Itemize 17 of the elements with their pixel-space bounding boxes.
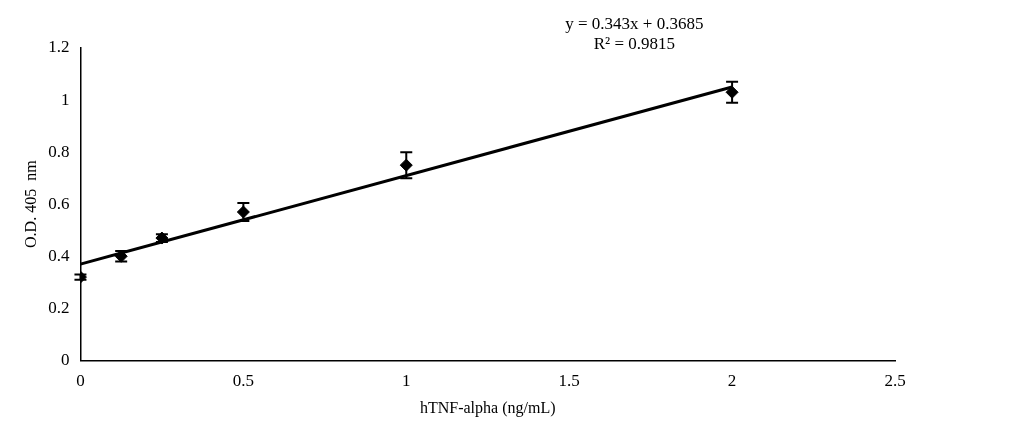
y-tick-label: 1	[60, 89, 70, 109]
y-tick-label: 0	[60, 349, 70, 369]
x-tick-label: 0	[76, 371, 85, 391]
x-tick-label: 1	[402, 371, 411, 391]
y-tick-label: 0.4	[48, 245, 70, 265]
x-tick-label: 1.5	[558, 371, 580, 391]
y-tick-label: 0.2	[48, 297, 70, 317]
x-tick-label: 2.5	[884, 371, 906, 391]
x-tick-label: 0.5	[232, 371, 254, 391]
annotation: R² = 0.9815	[593, 33, 675, 53]
y-axis-title: O.D. 405 nm	[21, 159, 39, 248]
y-tick-label: 0.8	[48, 141, 70, 161]
x-axis-title: hTNF-alpha (ng/mL)	[419, 398, 556, 417]
x-tick-label: 2	[727, 371, 737, 391]
text: y = 0.343x + 0.3685	[565, 13, 704, 33]
y-tick-label: 1.2	[48, 37, 70, 57]
y-tick-label: 0.6	[48, 193, 70, 213]
